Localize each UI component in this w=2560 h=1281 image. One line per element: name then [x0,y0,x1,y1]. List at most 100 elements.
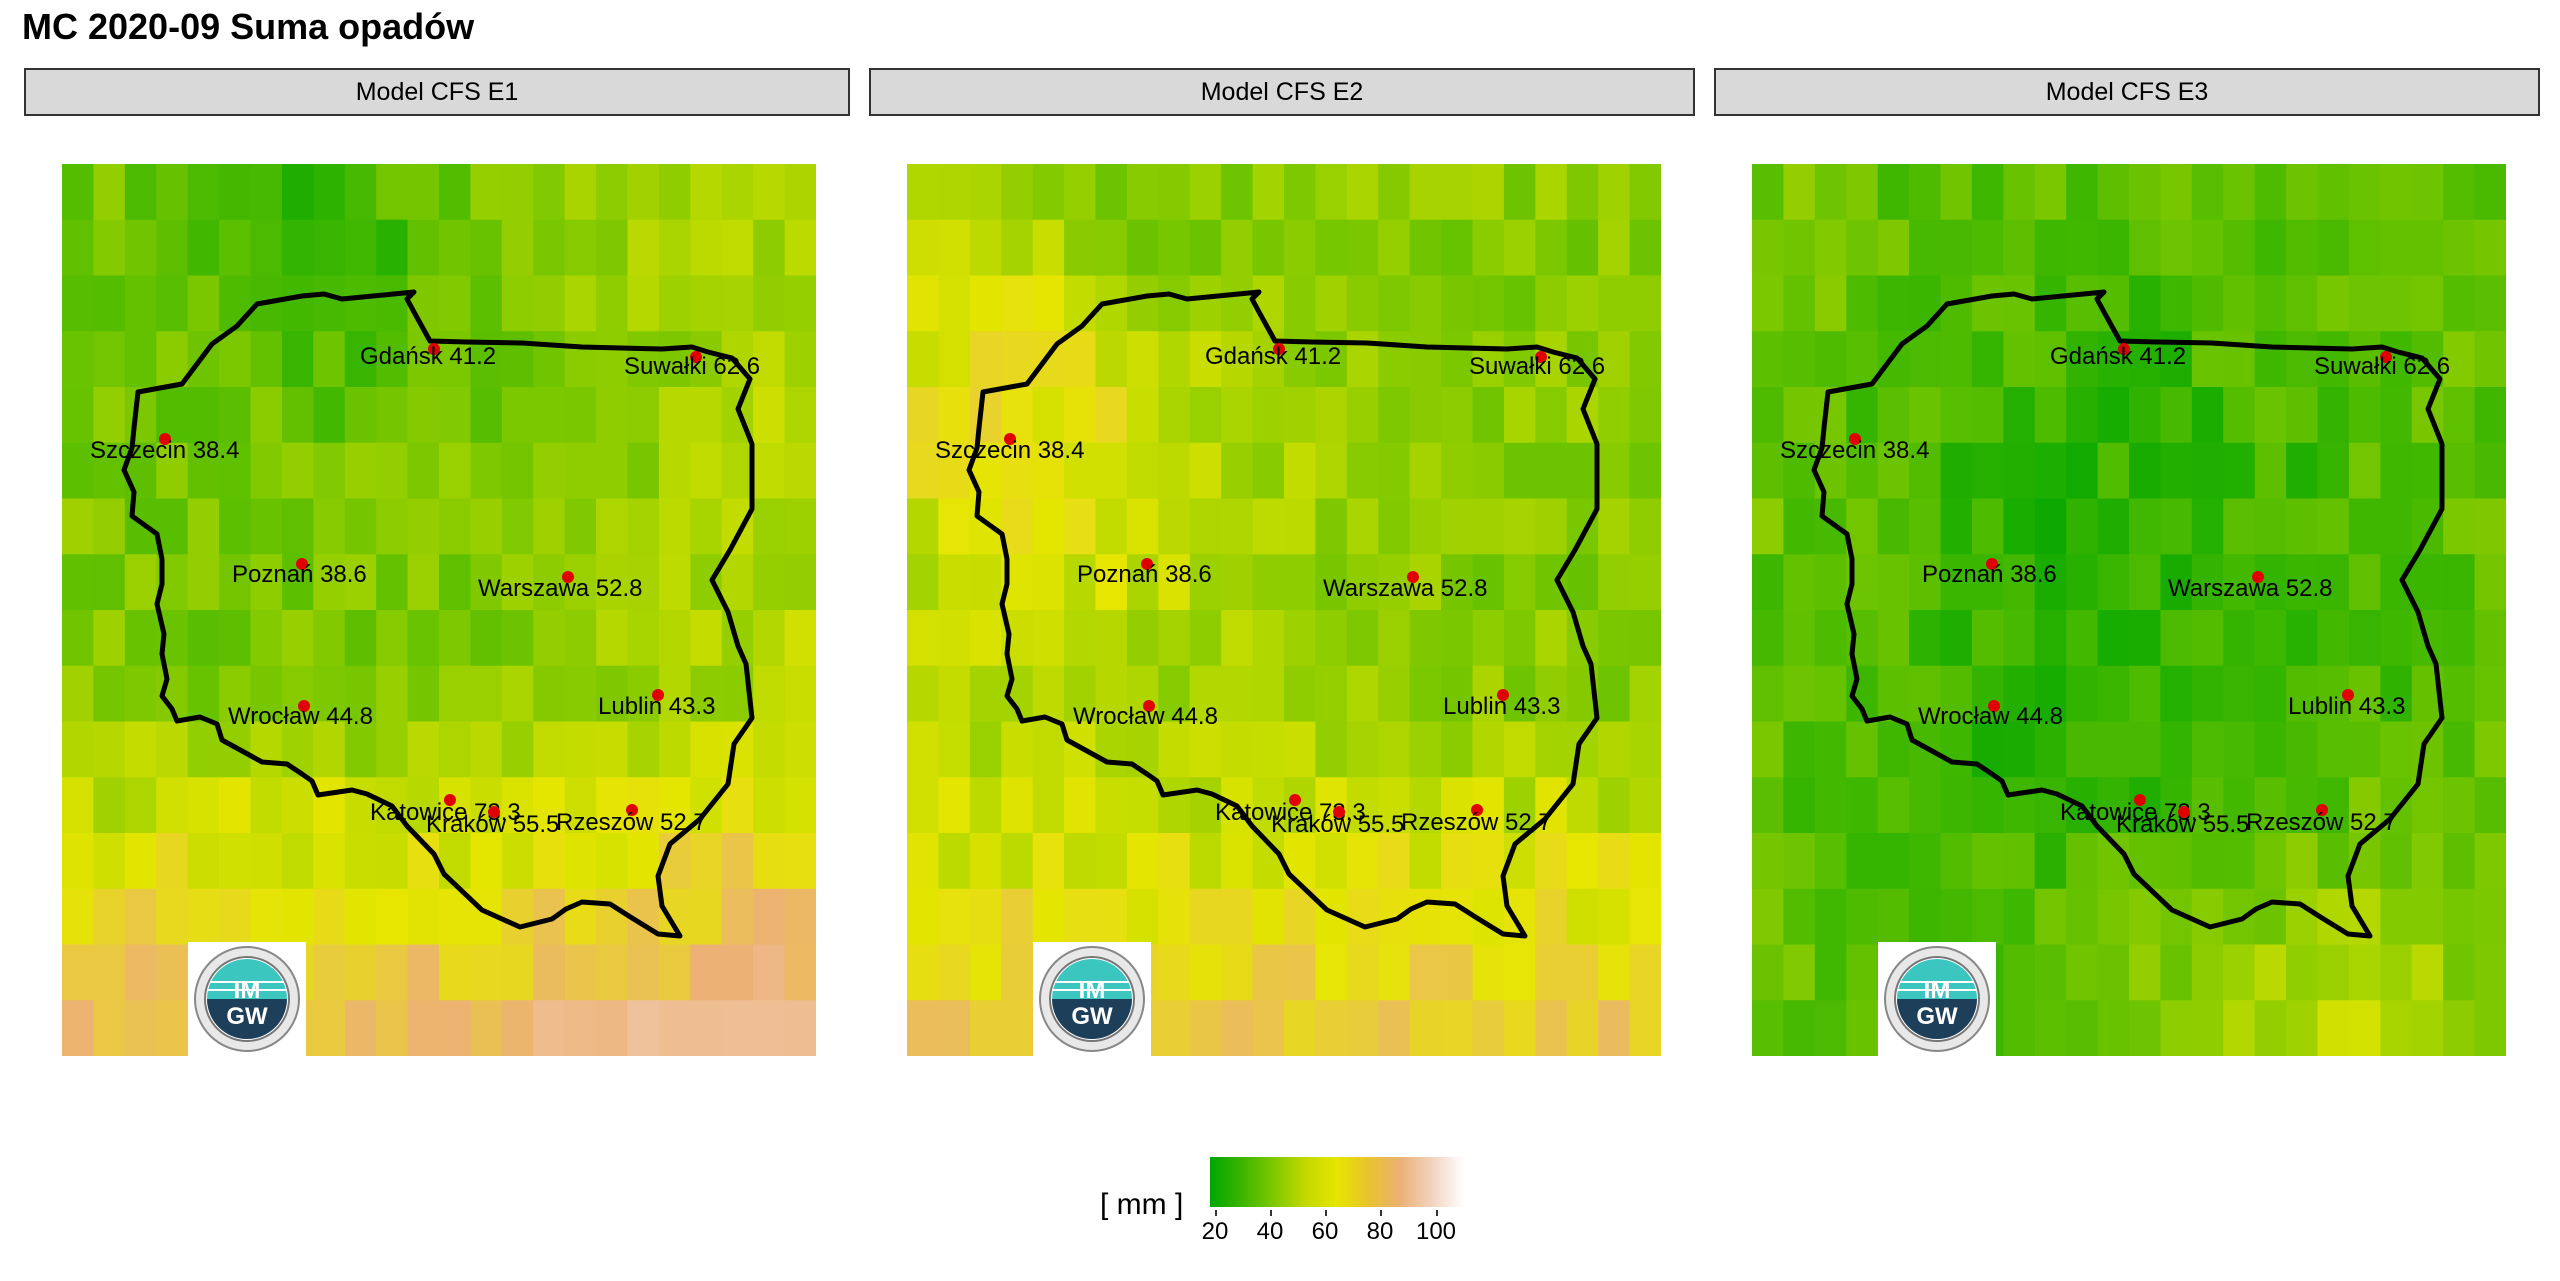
grid-cell [564,665,597,723]
grid-cell [1221,665,1254,723]
grid-cell [2380,498,2413,555]
grid-cell [1783,665,1816,723]
grid-cell [2474,777,2506,834]
grid-cell [2034,387,2067,444]
grid-cell [1752,331,1785,388]
grid-cell [250,387,283,444]
grid-cell [501,833,534,890]
grid-cell [124,219,157,277]
grid-cell [784,498,816,555]
grid-cell [753,1000,786,1056]
grid-cell [501,1000,534,1056]
imgw-logo: IM GW [1033,942,1151,1056]
city-label: Lublin 43.3 [598,693,715,720]
grid-cell [1940,387,1973,444]
grid-cell [2003,888,2036,946]
grid-cell [1221,610,1254,667]
grid-cell [1001,888,1034,946]
grid-cell [439,944,472,1001]
grid-cell [1126,498,1159,555]
grid-cell [2191,944,2224,1001]
grid-cell [1783,1000,1816,1056]
grid-cell [658,777,691,834]
grid-cell [2348,387,2381,444]
grid-cell [938,164,971,221]
grid-cell [1629,944,1661,1001]
grid-cell [313,944,346,1001]
grid-cell [1378,554,1411,611]
grid-cell [2066,387,2099,444]
panel-model-e2: Model CFS E2 Gdańsk 41.2 Suwałki 62.6 Szcz… [869,68,1699,1068]
grid-cell [1503,1000,1536,1056]
legend-tick [1325,1210,1327,1216]
grid-cell [627,164,660,221]
grid-cell [62,554,95,611]
grid-cell [2129,777,2162,834]
grid-cell [1503,610,1536,667]
grid-cell [2003,833,2036,890]
city-marker [2252,571,2264,583]
grid-cell [1189,1000,1222,1056]
grid-cell [219,888,252,946]
city-label: Rzeszów 52.7 [2246,809,2397,836]
grid-cell [1503,219,1536,277]
grid-cell [969,1000,1002,1056]
grid-cell [376,498,409,555]
grid-cell [1441,219,1474,277]
grid-cell [1940,610,1973,667]
grid-cell [907,498,940,555]
grid-cell [2380,554,2413,611]
grid-cell [1566,164,1599,221]
grid-cell [376,888,409,946]
grid-cell [690,1000,723,1056]
grid-cell [1189,442,1222,500]
grid-cell [627,833,660,890]
grid-cell [344,777,377,834]
grid-cell [1598,164,1631,221]
grid-cell [753,387,786,444]
city-label: Wrocław 44.8 [1073,703,1218,730]
grid-cell [2286,1000,2319,1056]
grid-cell [2380,610,2413,667]
grid-cell [1752,888,1785,946]
grid-cell [407,442,440,500]
grid-cell [1846,275,1879,332]
grid-cell [1441,554,1474,611]
grid-cell [313,888,346,946]
grid-cell [2034,1000,2067,1056]
grid-cell [376,164,409,221]
grid-cell [1064,219,1097,277]
grid-cell [2474,944,2506,1001]
grid-cell [2160,777,2193,834]
grid-cell [721,219,754,277]
grid-cell [124,331,157,388]
grid-cell [2286,219,2319,277]
grid-cell [407,275,440,332]
grid-cell [501,665,534,723]
grid-cell [1535,665,1568,723]
grid-cell [1598,610,1631,667]
grid-cell [1095,442,1128,500]
grid-cell [2317,721,2350,778]
grid-cell [2191,498,2224,555]
grid-cell [658,387,691,444]
grid-cell [2348,944,2381,1001]
grid-cell [1126,610,1159,667]
grid-cell [2097,1000,2130,1056]
grid-cell [721,442,754,500]
grid-cell [250,498,283,555]
grid-cell [2191,554,2224,611]
grid-cell [439,888,472,946]
grid-cell [1221,833,1254,890]
grid-cell [281,498,314,555]
grid-cell [969,833,1002,890]
grid-cell [2380,442,2413,500]
grid-cell [1284,1000,1317,1056]
grid-cell [2254,219,2287,277]
grid-cell [2003,777,2036,834]
grid-cell [407,164,440,221]
grid-cell [1629,498,1661,555]
grid-cell [907,387,940,444]
grid-cell [1598,665,1631,723]
grid-cell [281,164,314,221]
